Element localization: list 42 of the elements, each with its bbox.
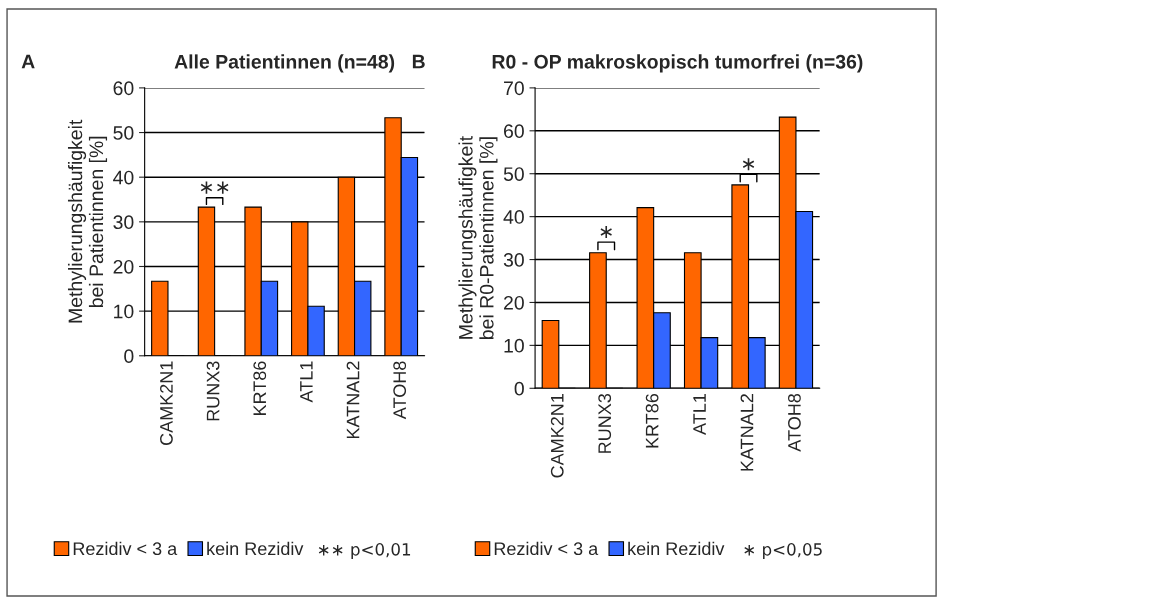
x-tick-label: ATL1	[300, 361, 313, 403]
annotation: ∗	[600, 225, 612, 239]
x-tick-label: RUNX3	[598, 393, 612, 453]
text: ∗∗ p<0,01	[318, 543, 411, 559]
annotation: ∗∗	[200, 181, 229, 194]
y-tick-label: 0	[124, 349, 134, 364]
y-axis-title: Methylierungshäufigkeit bei R0-Patientinnen [%]	[458, 136, 498, 339]
y-tick-label: 70	[504, 81, 524, 96]
y-tick-label: 10	[504, 338, 524, 353]
x-tick-label: KATNAL2	[740, 394, 754, 471]
chart-title: R0 - OP makroskopisch tumorfrei (n=36)	[492, 54, 863, 73]
y-tick-label: 0	[514, 381, 524, 396]
legend-label: Rezidiv < 3 a	[73, 541, 178, 556]
x-tick-label: KATNAL2	[346, 361, 360, 439]
y-tick-label: 30	[503, 253, 524, 267]
y-tick-label: 30	[113, 215, 134, 230]
legend-label: kein Rezidiv	[207, 541, 304, 556]
x-tick-label: CAMK2N1	[160, 361, 173, 446]
x-tick-label: ATOH8	[788, 393, 801, 452]
x-tick-label: KRT86	[645, 393, 659, 448]
y-tick-label: 40	[113, 170, 134, 185]
chart-title: Alle Patientinnen (n=48)	[174, 54, 395, 73]
x-tick-label: KRT86	[253, 361, 267, 416]
annotation: ∗	[742, 158, 755, 171]
legend-label: Rezidiv < 3 a	[494, 541, 599, 556]
legend-label: kein Rezidiv	[628, 541, 725, 556]
y-tick-label: 20	[504, 295, 524, 310]
y-tick-label: 50	[503, 167, 524, 181]
y-tick-label: 60	[113, 81, 134, 96]
x-tick-label: ATOH8	[393, 361, 407, 420]
y-tick-label: 60	[504, 124, 524, 139]
y-tick-label: 40	[503, 210, 524, 224]
y-tick-label: 10	[114, 304, 134, 319]
text: B	[412, 54, 425, 69]
x-tick-label: RUNX3	[206, 361, 220, 421]
x-tick-label: CAMK2N1	[550, 394, 564, 478]
text: ∗ p<0,05	[744, 543, 822, 559]
x-tick-label: ATL1	[693, 394, 706, 435]
y-tick-label: 20	[113, 259, 134, 274]
y-axis-title: Methylierungshäufigkeit bei Patientinnen [%]	[67, 119, 108, 323]
y-tick-label: 50	[113, 126, 134, 140]
text: A	[21, 54, 35, 69]
